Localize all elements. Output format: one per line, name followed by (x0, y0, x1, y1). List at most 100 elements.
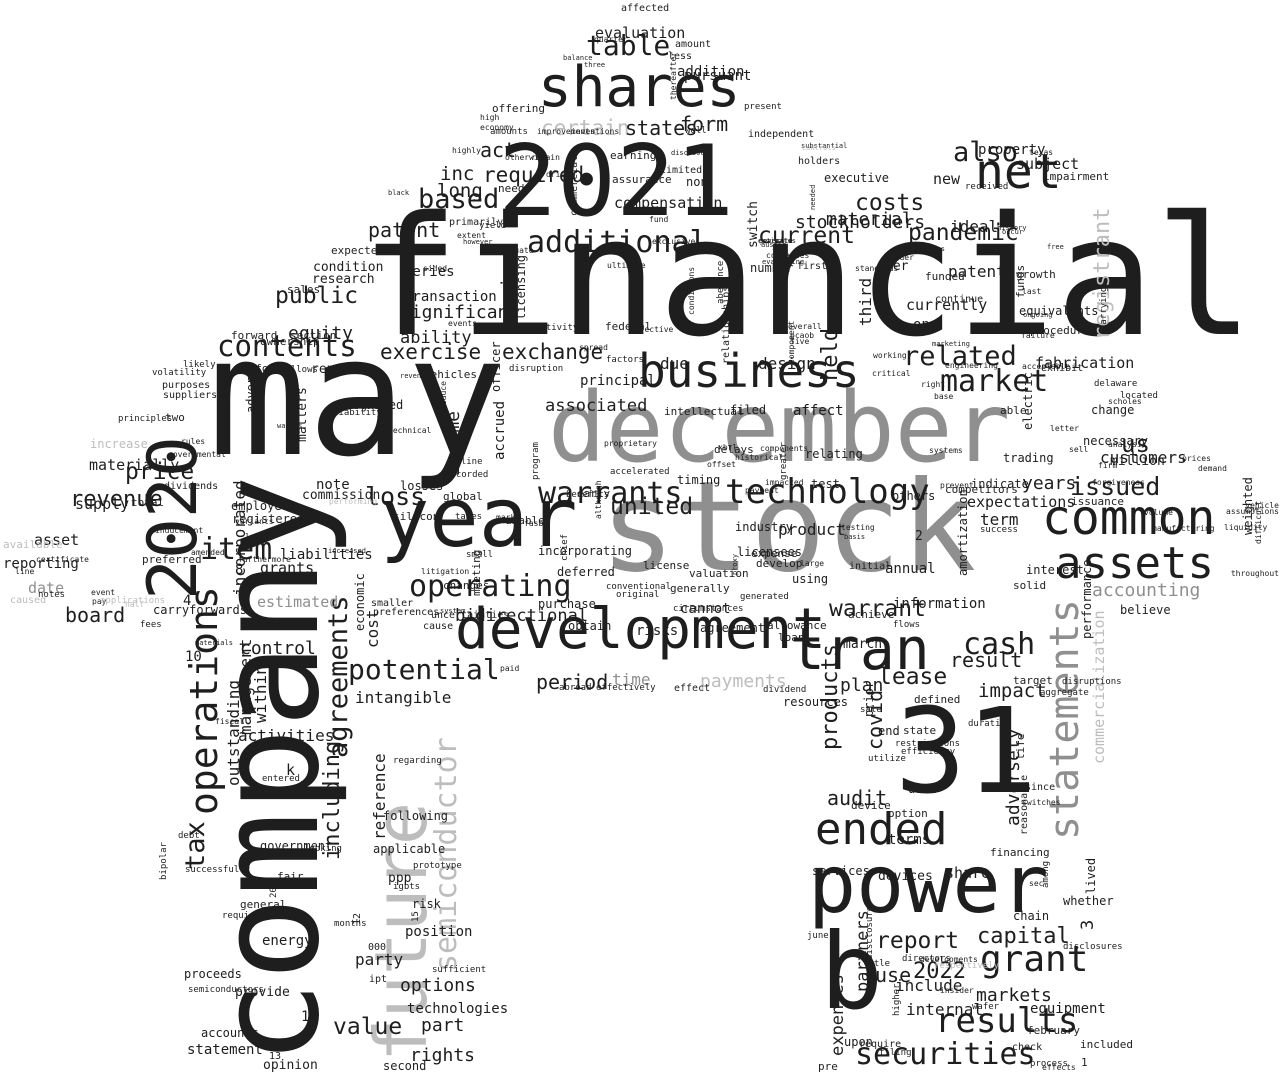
cloud-word: materials (195, 639, 233, 647)
cloud-word: holders (798, 156, 841, 167)
cloud-word: taxes (455, 512, 483, 522)
cloud-word: offerings (907, 245, 945, 253)
cloud-word: assurance (612, 173, 672, 186)
cloud-word: insider (940, 986, 974, 995)
cloud-word: federal (605, 320, 652, 333)
cloud-word: liability (333, 408, 382, 418)
cloud-word: b (820, 911, 884, 1033)
cloud-word: audit (827, 786, 888, 810)
cloud-word: first (797, 261, 828, 272)
cloud-word: electric (1021, 372, 1035, 430)
cloud-word: liabilities (280, 547, 373, 563)
cloud-word: believe (1120, 603, 1171, 617)
cloud-word: design (758, 354, 816, 373)
cloud-word: rules (181, 437, 206, 446)
cloud-word: united (610, 494, 694, 520)
cloud-word: reporting (3, 556, 79, 572)
cloud-word: following (383, 809, 449, 823)
cloud-word: services (812, 864, 870, 878)
cloud-word: capital (977, 924, 1070, 949)
cloud-word: delaware (1094, 379, 1138, 389)
cloud-word: term (980, 510, 1019, 529)
cloud-word: although (594, 480, 603, 519)
cloud-word: governmental (168, 450, 226, 459)
cloud-word: february (1027, 1024, 1080, 1037)
cloud-word: flows (893, 620, 921, 630)
cloud-word: effective (630, 325, 674, 334)
cloud-word: economy (480, 123, 514, 132)
cloud-word: 13 (269, 1051, 282, 1062)
cloud-word: form (680, 112, 729, 136)
cloud-word: abeyance (716, 260, 726, 304)
cloud-word: event (91, 588, 116, 597)
cloud-word: result (950, 648, 1023, 672)
cloud-word: offering (492, 102, 545, 115)
cloud-word: research (312, 272, 375, 287)
cloud-word: discussed (671, 149, 709, 157)
cloud-word: losses (400, 479, 444, 493)
cloud-word: shares (538, 55, 741, 120)
cloud-word: sales (287, 283, 321, 296)
cloud-word: certificate (36, 555, 89, 564)
cloud-word: included (1080, 1038, 1133, 1051)
cloud-word: recorded (445, 470, 489, 480)
cloud-word: public (275, 283, 359, 309)
cloud-word: upon (844, 1035, 873, 1049)
cloud-word: reduce (439, 381, 448, 410)
cloud-word: spread (579, 343, 608, 352)
cloud-word: analysis (1108, 440, 1147, 449)
cloud-word: licensees (737, 545, 803, 559)
cloud-word: principles (118, 414, 173, 424)
cloud-word: series (404, 264, 455, 280)
cloud-word: commercialization (1090, 610, 1108, 764)
cloud-word: vehicle (1245, 501, 1279, 510)
cloud-word: grant (980, 939, 1089, 980)
cloud-word: generate (759, 237, 793, 245)
cloud-word: driver (546, 170, 575, 179)
cloud-word: option (888, 807, 928, 820)
cloud-word: history (997, 224, 1027, 232)
cloud-word: sided (423, 264, 448, 273)
cloud-word: forward (231, 329, 278, 342)
cloud-word: affected (621, 3, 670, 14)
cloud-word: conditions (687, 266, 696, 315)
cloud-word: scholes (1108, 397, 1142, 406)
cloud-word: accounts (201, 1026, 259, 1040)
cloud-word: exercise (380, 340, 482, 364)
cloud-word: effectively (596, 683, 656, 693)
cloud-word: debt (178, 831, 200, 841)
cloud-word: pay (92, 597, 107, 606)
cloud-word: contents (217, 329, 357, 363)
cloud-word: austin (761, 241, 787, 249)
cloud-word: securities (855, 1037, 1036, 1072)
cloud-word: less (668, 51, 693, 62)
cloud-word: needed (809, 184, 817, 210)
cloud-word: power (808, 838, 1049, 931)
cloud-word: independent (748, 129, 815, 140)
cloud-word: stock (600, 455, 977, 600)
cloud-word: officer (489, 341, 503, 392)
cloud-word: section (290, 329, 337, 342)
cloud-word: located (1120, 391, 1158, 401)
cloud-word: months (334, 919, 367, 929)
cloud-word: effects (1042, 1063, 1076, 1072)
cloud-word: commercial (569, 155, 580, 216)
cloud-word: proprietary (604, 439, 657, 448)
cloud-word: testing (841, 523, 875, 532)
cloud-word: 31 (895, 682, 1038, 820)
cloud-word: steps (898, 245, 923, 254)
cloud-word: executive (824, 171, 890, 185)
cloud-word: bidirectional (455, 606, 589, 626)
cloud-word: 3 (1078, 919, 1098, 930)
cloud-word: whether (1063, 894, 1114, 908)
cloud-word: pursuant (684, 68, 752, 84)
cloud-word: global (443, 490, 483, 503)
cloud-word: patents (948, 262, 1016, 281)
cloud-word: generally (670, 582, 730, 595)
cloud-word: need (498, 182, 525, 195)
cloud-word: options (400, 975, 476, 996)
cloud-word: currently (906, 296, 988, 314)
cloud-word: system (440, 607, 466, 615)
cloud-word: certain (541, 116, 630, 140)
cloud-word: earnings (610, 149, 663, 162)
